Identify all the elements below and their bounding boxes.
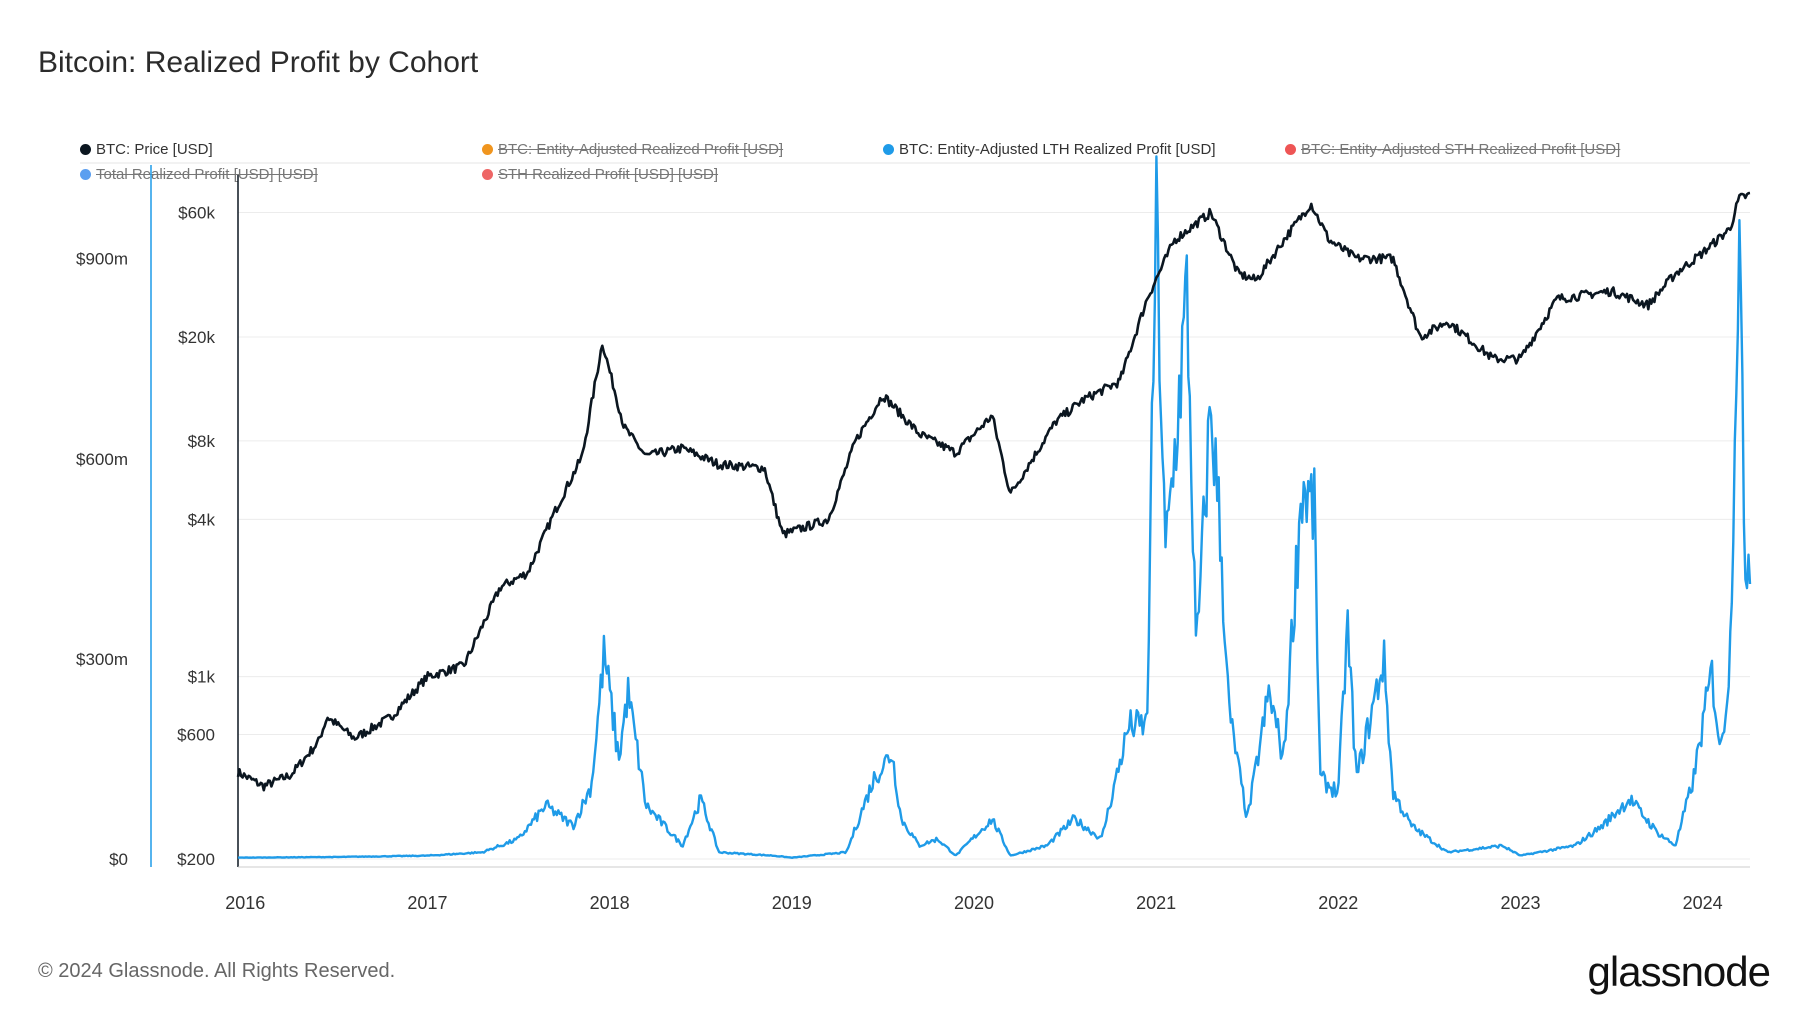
x-tick-label: 2020 bbox=[954, 893, 994, 913]
legend-dot-icon bbox=[883, 144, 894, 155]
x-tick-label: 2024 bbox=[1683, 893, 1723, 913]
price-tick-label: $600 bbox=[177, 725, 215, 744]
profit-tick-label: $300m bbox=[76, 650, 128, 669]
legend-dot-icon bbox=[482, 169, 493, 180]
price-tick-label: $1k bbox=[188, 668, 216, 687]
price-tick-label: $20k bbox=[178, 328, 215, 347]
chart-title: Bitcoin: Realized Profit by Cohort bbox=[38, 46, 479, 79]
price-tick-label: $4k bbox=[188, 510, 216, 529]
profit-tick-label: $600m bbox=[76, 450, 128, 469]
x-tick-label: 2022 bbox=[1318, 893, 1358, 913]
glassnode-logo: glassnode bbox=[1587, 948, 1771, 995]
x-tick-label: 2019 bbox=[772, 893, 812, 913]
price-tick-label: $60k bbox=[178, 203, 215, 222]
price-tick-label: $8k bbox=[188, 432, 216, 451]
price-line bbox=[236, 191, 1751, 792]
legend-dot-icon bbox=[482, 144, 493, 155]
x-tick-label: 2023 bbox=[1500, 893, 1540, 913]
legend-item[interactable]: BTC: Entity-Adjusted Realized Profit [US… bbox=[482, 141, 783, 158]
legend-label: BTC: Entity-Adjusted Realized Profit [US… bbox=[498, 141, 784, 158]
x-tick-label: 2017 bbox=[407, 893, 447, 913]
legend-item[interactable]: BTC: Entity-Adjusted STH Realized Profit… bbox=[1285, 141, 1620, 158]
copyright: © 2024 Glassnode. All Rights Reserved. bbox=[38, 960, 396, 982]
profit-tick-label: $900m bbox=[76, 250, 128, 269]
x-tick-label: 2016 bbox=[225, 893, 265, 913]
x-tick-label: 2021 bbox=[1136, 893, 1176, 913]
profit-tick-label: $0 bbox=[109, 850, 128, 869]
legend-label: BTC: Entity-Adjusted STH Realized Profit… bbox=[1301, 141, 1621, 158]
x-tick-label: 2018 bbox=[590, 893, 630, 913]
legend-item[interactable]: BTC: Price [USD] bbox=[80, 141, 213, 158]
legend-label: BTC: Entity-Adjusted LTH Realized Profit… bbox=[899, 141, 1216, 158]
legend-label: STH Realized Profit [USD] [USD] bbox=[498, 166, 719, 183]
legend-label: BTC: Price [USD] bbox=[96, 141, 213, 158]
legend-dot-icon bbox=[1285, 144, 1296, 155]
price-tick-label: $200 bbox=[177, 850, 215, 869]
legend-item[interactable]: STH Realized Profit [USD] [USD] bbox=[482, 166, 718, 183]
legend-dot-icon bbox=[80, 169, 91, 180]
legend-item[interactable]: BTC: Entity-Adjusted LTH Realized Profit… bbox=[883, 141, 1216, 158]
lth-profit-line bbox=[237, 155, 1752, 859]
legend-dot-icon bbox=[80, 144, 91, 155]
